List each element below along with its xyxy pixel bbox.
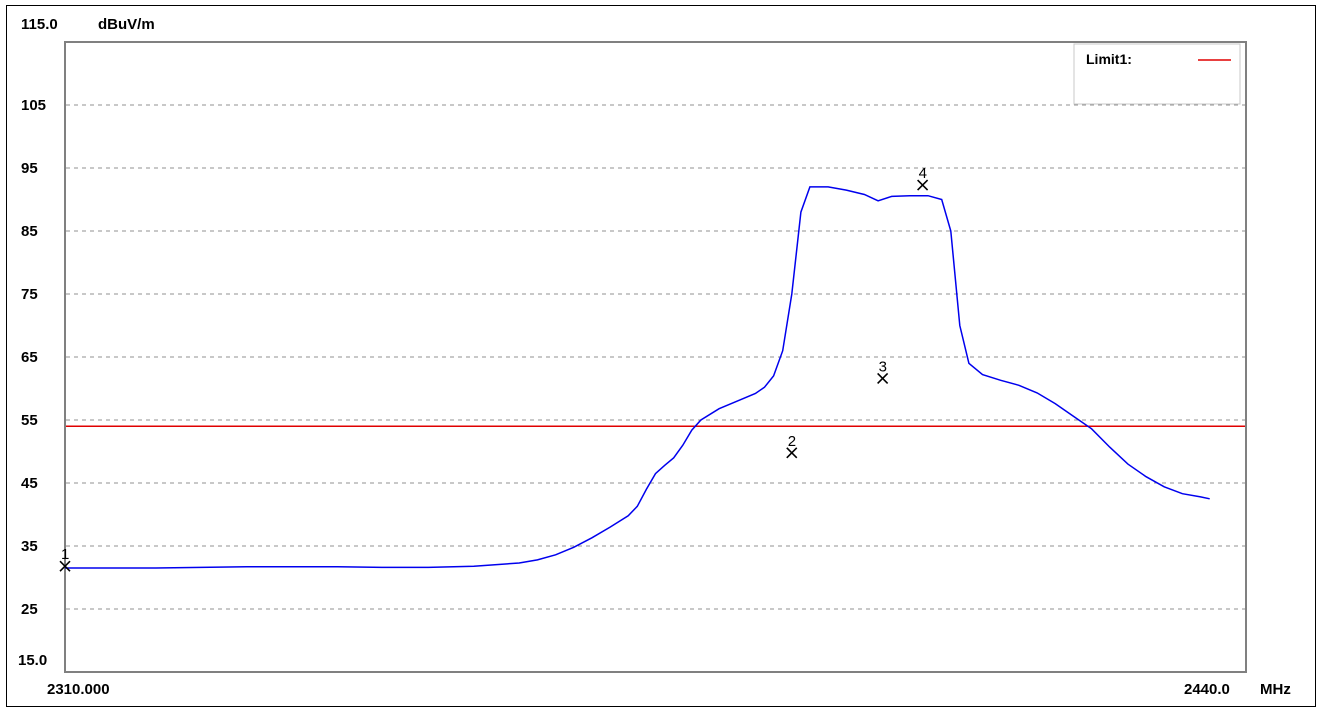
marker-cross	[917, 179, 929, 191]
legend-box	[1073, 43, 1241, 105]
legend: Limit1:	[1073, 43, 1241, 105]
y-tick-label: 55	[21, 412, 38, 429]
y-tick-label: 35	[21, 538, 38, 555]
series-line	[65, 186, 1210, 569]
marker-label: 4	[919, 165, 927, 182]
x-unit-label: MHz	[1260, 681, 1291, 698]
marker-cross	[786, 447, 798, 459]
marker-2: 2	[786, 433, 798, 459]
marker-label: 3	[879, 358, 887, 375]
marker-3: 3	[877, 358, 889, 384]
y-tick-label: 95	[21, 160, 38, 177]
y-tick-label: 85	[21, 223, 38, 240]
marker-cross	[59, 560, 71, 572]
x-max-label: 2440.0	[1184, 681, 1230, 698]
y-max-label: 115.0	[21, 16, 58, 33]
markers: 1 2 3 4	[59, 165, 929, 572]
marker-label: 2	[788, 433, 796, 450]
x-min-label: 2310.000	[47, 681, 110, 698]
y-tick-label: 45	[21, 475, 38, 492]
marker-label: 1	[61, 546, 69, 563]
legend-label: Limit1:	[1086, 51, 1132, 67]
y-unit-label: dBuV/m	[98, 16, 155, 33]
y-tick-label: 105	[21, 97, 46, 114]
y-tick-label: 65	[21, 349, 38, 366]
y-min-label: 15.0	[18, 652, 47, 669]
y-tick-label: 25	[21, 601, 38, 618]
marker-1: 1	[59, 546, 71, 572]
y-tick-label: 75	[21, 286, 38, 303]
marker-cross	[877, 372, 889, 384]
y-tick-labels: 105 95 85 75 65 55 45 35 25	[21, 97, 46, 618]
marker-4: 4	[917, 165, 929, 191]
